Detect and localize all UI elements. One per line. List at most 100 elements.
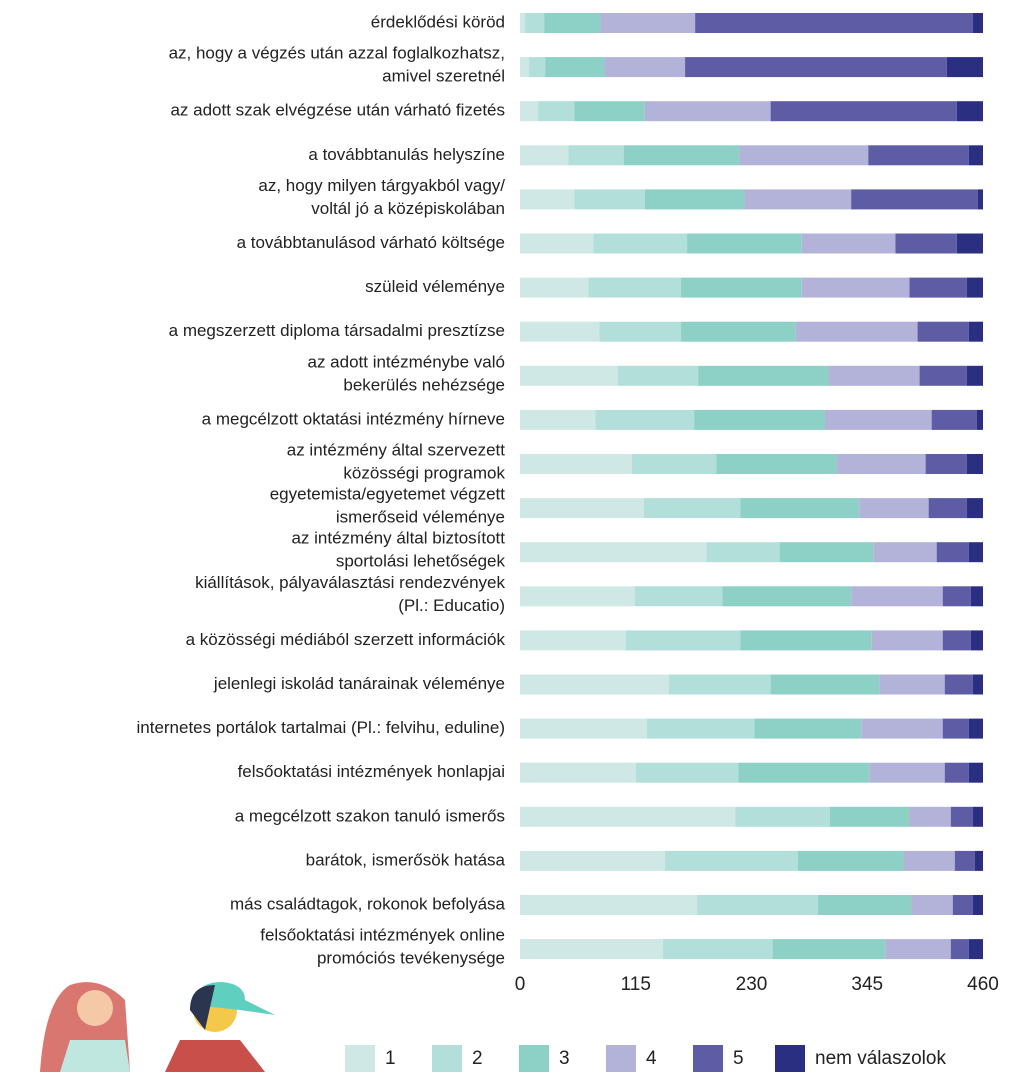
- bar-segment: [681, 321, 796, 342]
- category-label: a megcélzott oktatási intézmény hírneve: [202, 409, 505, 428]
- bar-segment: [617, 365, 699, 386]
- legend-label: 1: [385, 1048, 396, 1069]
- bar-segment: [946, 57, 983, 78]
- bar-segment: [574, 101, 645, 122]
- category-label: kiállítások, pályaválasztási rendezvénye…: [195, 573, 505, 592]
- bar-segment: [801, 233, 896, 254]
- legend-swatch: [606, 1045, 636, 1072]
- category-label: az intézmény által szervezett: [287, 440, 506, 459]
- bar-segment: [520, 13, 526, 33]
- bar-segment: [625, 630, 741, 651]
- bar-segment: [830, 806, 910, 827]
- bar-segment: [687, 233, 802, 254]
- bar-segment: [868, 145, 969, 166]
- x-tick-label: 230: [736, 974, 768, 995]
- bar-segment: [698, 365, 830, 386]
- bar-segment: [968, 718, 983, 739]
- bar-segment: [968, 145, 983, 166]
- bar-segment: [520, 674, 669, 695]
- category-label: a megcélzott szakon tanuló ismerős: [235, 806, 505, 825]
- bar-segment: [634, 586, 723, 607]
- bar-segment: [976, 409, 983, 430]
- category-label: a továbbtanulásod várható költsége: [237, 233, 505, 252]
- bar-segment: [956, 101, 983, 122]
- bar-segment: [966, 365, 983, 386]
- bar-segment: [520, 586, 635, 607]
- bar-segment: [871, 630, 943, 651]
- bar-segment: [520, 498, 644, 519]
- category-label: (Pl.: Educatio): [398, 596, 505, 615]
- x-tick-label: 115: [621, 974, 651, 995]
- bar-segment: [879, 674, 945, 695]
- bar-segment: [520, 409, 596, 430]
- category-label: szüleid véleménye: [365, 277, 505, 296]
- bar-segment: [520, 145, 569, 166]
- bar-segment: [950, 939, 969, 960]
- bar-segment: [859, 498, 929, 519]
- category-label: jelenlegi iskolád tanárainak véleménye: [213, 674, 505, 693]
- category-label: más családtagok, rokonok befolyása: [230, 894, 506, 913]
- bar-segment: [525, 13, 545, 33]
- bar-segment: [631, 454, 717, 474]
- bar-segment: [520, 718, 647, 739]
- bar-segment: [824, 409, 932, 430]
- bar-segment: [797, 850, 904, 871]
- bar-segment: [716, 454, 838, 474]
- bar-segment: [950, 806, 973, 827]
- category-label: bekerülés nehézsége: [343, 375, 505, 394]
- bar-segment: [817, 895, 912, 915]
- bar-segment: [738, 762, 870, 783]
- legend-label: 5: [733, 1048, 744, 1069]
- category-label: sportolási lehetőségek: [336, 552, 506, 571]
- bar-segment: [600, 13, 696, 33]
- bar-segment: [972, 806, 983, 827]
- bar-segment: [954, 850, 975, 871]
- legend-swatch: [775, 1045, 805, 1072]
- bar-segment: [520, 57, 530, 78]
- legend-label: 4: [646, 1048, 657, 1069]
- bar-segment: [664, 850, 798, 871]
- category-label: az adott szak elvégzése után várható fiz…: [170, 101, 505, 120]
- legend-label: nem válaszolok: [815, 1048, 946, 1069]
- legend-label: 3: [559, 1048, 570, 1069]
- bar-segment: [520, 895, 698, 915]
- category-label: az adott intézménybe való: [307, 352, 505, 371]
- bar-segment: [588, 277, 682, 298]
- bar-segment: [851, 586, 943, 607]
- bar-segment: [623, 145, 740, 166]
- bar-segment: [770, 101, 957, 122]
- bar-segment: [744, 189, 852, 210]
- bar-segment: [520, 101, 539, 122]
- bar-segment: [706, 542, 780, 563]
- bar-segment: [942, 630, 971, 651]
- bar-segment: [869, 762, 945, 783]
- category-label: voltál jó a középiskolában: [311, 199, 505, 218]
- x-tick-label: 0: [515, 974, 526, 995]
- bar-segment: [668, 674, 771, 695]
- bar-segment: [968, 762, 983, 783]
- bar-segment: [972, 674, 983, 695]
- bar-segment: [925, 454, 967, 474]
- bar-segment: [801, 277, 910, 298]
- bar-segment: [968, 939, 983, 960]
- bar-segment: [520, 850, 665, 871]
- bar-segment: [538, 101, 575, 122]
- legend-swatch: [345, 1045, 375, 1072]
- bar-segment: [956, 233, 983, 254]
- category-label: az, hogy a végzés után azzal foglalkozha…: [169, 44, 505, 63]
- category-label: internetes portálok tartalmai (Pl.: felv…: [136, 718, 505, 737]
- bar-segment: [754, 718, 862, 739]
- bar-segment: [529, 57, 546, 78]
- bar-segment: [919, 365, 967, 386]
- category-label: felsőoktatási intézmények honlapjai: [238, 762, 505, 781]
- category-label: a továbbtanulás helyszíne: [308, 145, 505, 164]
- bar-segment: [917, 321, 969, 342]
- bar-segment: [739, 145, 869, 166]
- bar-segment: [685, 57, 947, 78]
- bar-segment: [520, 454, 632, 474]
- category-label: amivel szeretnél: [382, 67, 505, 86]
- bar-segment: [599, 321, 682, 342]
- category-label: ismerőseid véleménye: [336, 508, 505, 527]
- bar-segment: [695, 13, 973, 33]
- bar-segment: [662, 939, 773, 960]
